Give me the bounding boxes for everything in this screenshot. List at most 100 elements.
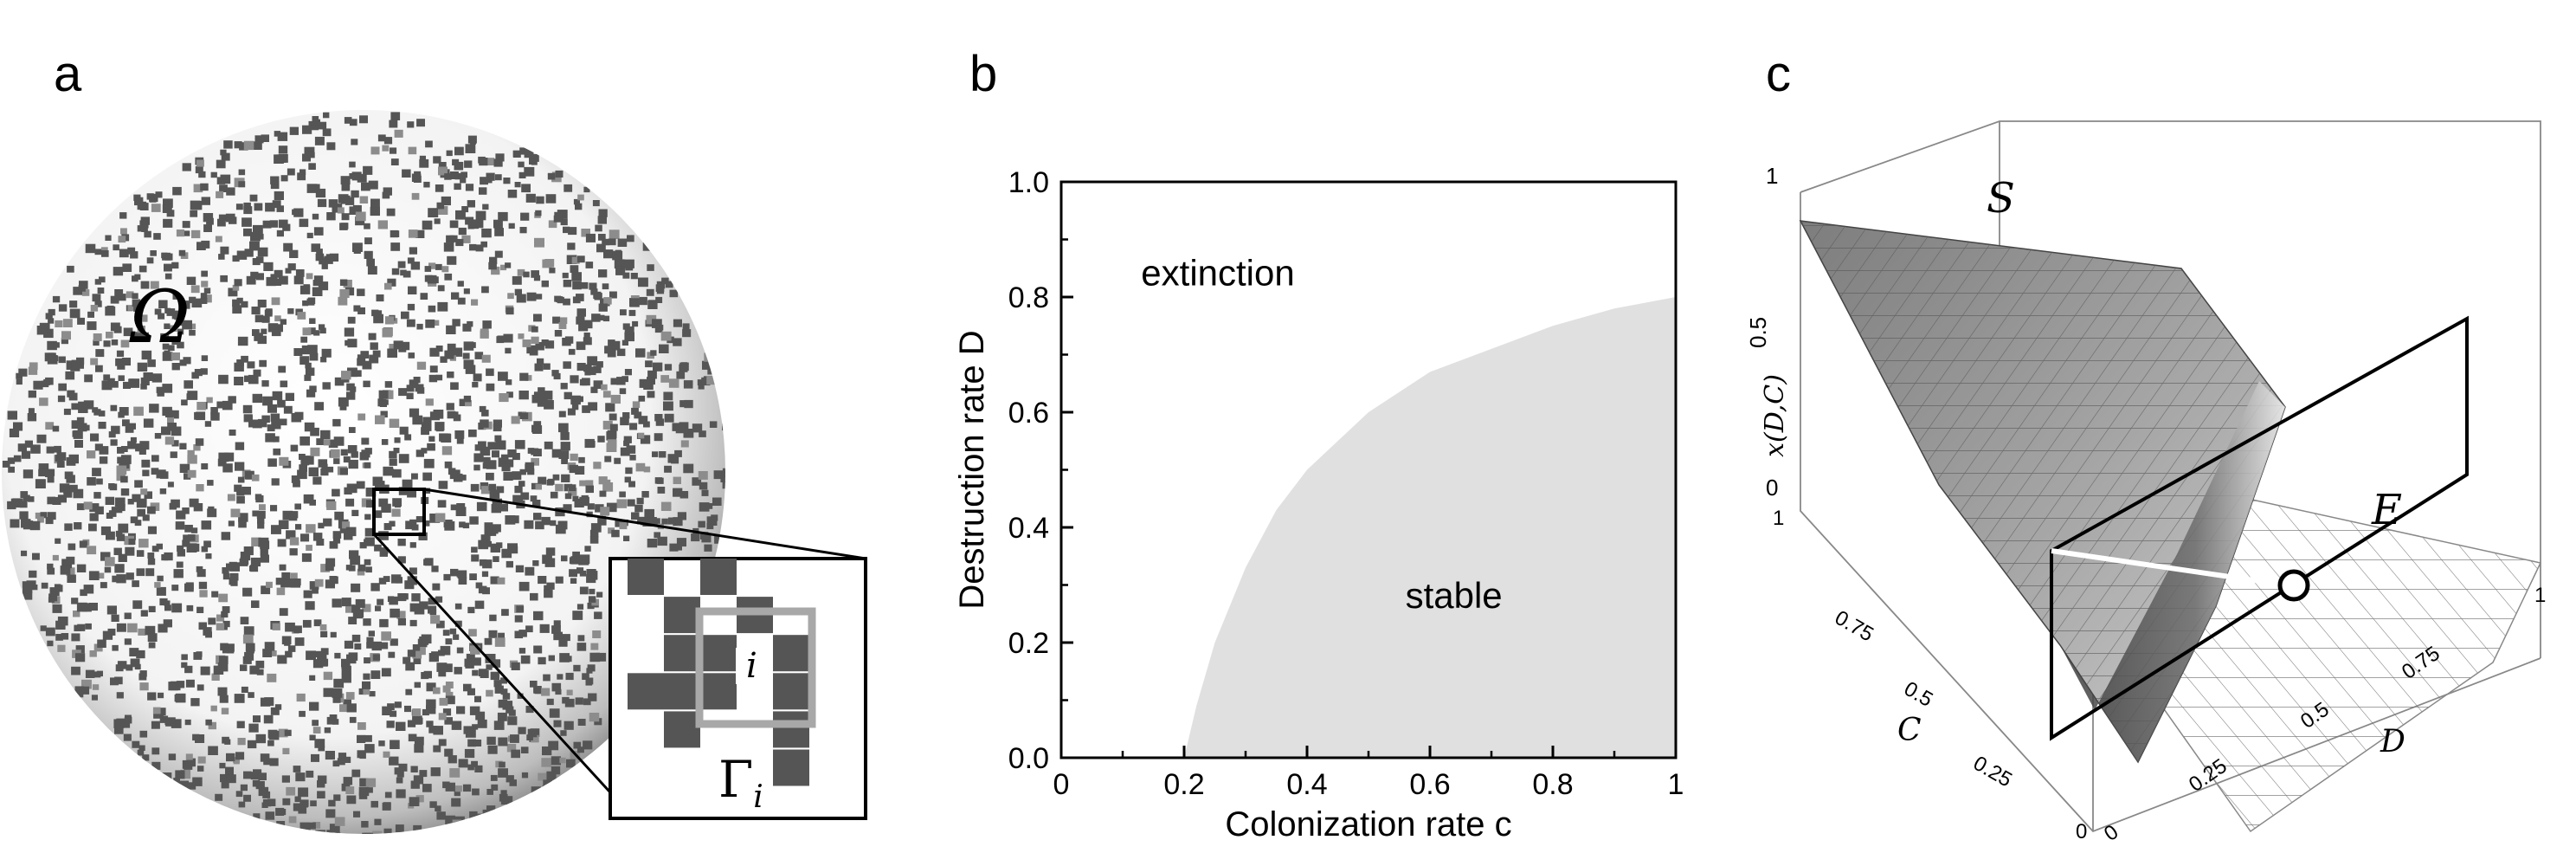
habitat-patch — [318, 522, 325, 529]
habitat-patch — [276, 229, 284, 237]
habitat-patch — [171, 426, 182, 436]
habitat-patch — [451, 411, 459, 418]
habitat-patch — [181, 399, 188, 406]
habitat-patch — [503, 178, 511, 184]
habitat-patch — [161, 252, 168, 259]
habitat-patch — [177, 328, 184, 335]
habitat-patch — [524, 166, 535, 177]
habitat-patch — [274, 191, 284, 200]
habitat-patch — [342, 671, 351, 679]
habitat-patch — [7, 410, 17, 420]
habitat-patch — [408, 734, 417, 742]
habitat-patch — [456, 706, 466, 714]
habitat-patch — [117, 447, 125, 454]
habitat-patch — [544, 340, 555, 349]
habitat-patch — [38, 463, 49, 473]
habitat-patch — [216, 401, 225, 409]
habitat-patch — [363, 165, 373, 175]
habitat-patch — [402, 169, 411, 178]
habitat-patch — [105, 235, 112, 241]
habitat-patch — [702, 360, 712, 370]
habitat-patch — [480, 446, 491, 456]
habitat-patch — [306, 770, 314, 778]
habitat-patch — [271, 478, 280, 486]
habitat-patch — [359, 196, 369, 204]
habitat-patch — [45, 627, 55, 637]
habitat-patch — [603, 249, 614, 259]
habitat-patch — [106, 531, 115, 540]
habitat-patch — [170, 325, 177, 332]
habitat-patch — [551, 682, 562, 692]
habitat-patch — [361, 821, 369, 828]
habitat-patch — [229, 216, 237, 224]
habitat-patch — [251, 307, 261, 315]
habitat-patch — [435, 805, 441, 811]
habitat-patch — [171, 262, 179, 269]
habitat-patch — [159, 598, 168, 606]
habitat-patch — [320, 660, 328, 667]
habitat-patch — [328, 199, 338, 208]
habitat-patch — [279, 608, 288, 617]
habitat-patch — [458, 577, 467, 585]
habitat-patch — [408, 286, 417, 294]
habitat-patches — [2, 112, 725, 834]
habitat-patch — [333, 678, 345, 688]
habitat-patch — [646, 314, 657, 325]
habitat-patch — [411, 524, 419, 531]
habitat-patch — [333, 794, 341, 801]
habitat-patch — [501, 463, 511, 472]
habitat-patch — [196, 606, 204, 613]
habitat-patch — [142, 469, 150, 476]
habitat-patch — [596, 361, 603, 368]
habitat-patch — [114, 289, 124, 297]
habitat-patch — [423, 458, 435, 469]
habitat-patch — [512, 494, 524, 505]
habitat-patch — [164, 273, 172, 280]
c-tick: 0.5 — [1900, 677, 1936, 712]
habitat-patch — [219, 762, 226, 769]
habitat-patch — [620, 417, 629, 426]
habitat-patch — [220, 149, 227, 156]
habitat-patch — [598, 303, 608, 312]
habitat-patch — [363, 673, 370, 680]
habitat-patch — [357, 288, 365, 296]
habitat-patch — [110, 322, 120, 332]
habitat-patch — [393, 340, 403, 350]
habitat-patch — [706, 523, 714, 530]
habitat-patch — [235, 204, 243, 210]
habitat-patch — [416, 361, 427, 370]
habitat-patch — [624, 332, 634, 342]
habitat-patch — [178, 249, 186, 256]
habitat-patch — [180, 769, 191, 779]
habitat-patch — [435, 596, 443, 603]
habitat-patch — [575, 466, 585, 475]
habitat-patch — [293, 803, 302, 811]
x-tick-label: 0.2 — [1163, 768, 1204, 801]
y-tick-label: 0.4 — [1008, 512, 1049, 545]
habitat-patch — [436, 662, 448, 672]
habitat-patch — [183, 357, 191, 365]
habitat-patch — [347, 339, 357, 348]
habitat-patch — [107, 628, 116, 636]
habitat-patch — [444, 748, 454, 757]
habitat-patch — [389, 458, 397, 466]
habitat-patch — [652, 451, 659, 457]
habitat-patch — [111, 507, 119, 513]
habitat-patch — [254, 135, 264, 144]
habitat-patch — [68, 454, 79, 464]
habitat-patch — [246, 275, 256, 285]
habitat-patch — [365, 778, 377, 787]
habitat-patch — [266, 581, 273, 588]
habitat-patch — [238, 169, 246, 176]
habitat-patch — [533, 513, 542, 520]
habitat-patch — [395, 501, 401, 508]
habitat-patch — [676, 371, 686, 379]
habitat-patch — [243, 414, 253, 423]
habitat-patch — [413, 824, 422, 833]
habitat-patch — [486, 664, 493, 670]
habitat-patch — [519, 227, 527, 234]
habitat-patch — [567, 242, 576, 250]
habitat-patch — [587, 503, 595, 510]
habitat-patch — [482, 462, 490, 469]
habitat-patch — [420, 293, 428, 300]
